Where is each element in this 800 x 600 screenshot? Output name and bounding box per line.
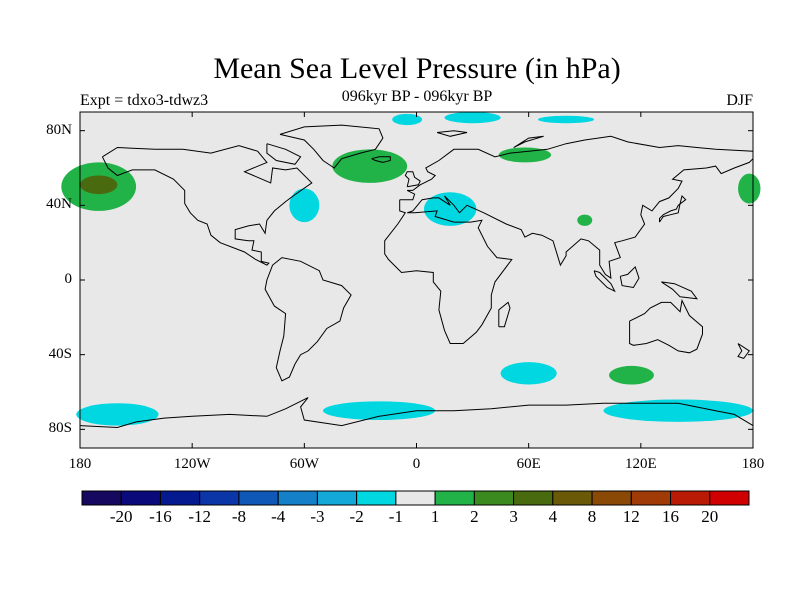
colorbar-box bbox=[630, 490, 672, 506]
colorbar-label: 3 bbox=[509, 507, 518, 526]
colorbar-box bbox=[434, 490, 475, 506]
colorbar-label: 2 bbox=[470, 507, 479, 526]
experiment-label: Expt = tdxo3-tdwz3 bbox=[80, 92, 209, 109]
colorbar-box bbox=[159, 490, 201, 506]
north-atlantic-positive-anomaly bbox=[332, 149, 408, 183]
x-tick-label: 180 bbox=[68, 456, 92, 472]
australia-coast bbox=[629, 298, 703, 354]
colorbar-box bbox=[81, 490, 122, 506]
colorbar-box bbox=[591, 490, 632, 506]
southern-ocean-negative-anomaly-1 bbox=[76, 403, 159, 426]
colorbar-box bbox=[316, 490, 358, 506]
colorbar-label: -1 bbox=[388, 507, 403, 526]
colorbar-box bbox=[513, 490, 554, 506]
x-tick-label: 60W bbox=[289, 456, 319, 472]
x-tick-label: 120E bbox=[624, 456, 657, 472]
madagascar-coast bbox=[498, 301, 511, 328]
new-zealand-coast bbox=[737, 343, 751, 359]
colorbar-box bbox=[395, 490, 436, 506]
northwest-atlantic-negative-anomaly bbox=[289, 188, 320, 223]
southern-ocean-negative-anomaly-3 bbox=[603, 399, 753, 422]
south-atlantic-negative-anomaly bbox=[500, 362, 557, 385]
x-tick-label: 0 bbox=[412, 456, 421, 472]
colorbar-label: 8 bbox=[587, 507, 597, 526]
colorbar-box bbox=[709, 490, 750, 506]
arctic-negative-anomaly-2 bbox=[444, 112, 501, 124]
central-asia-positive-anomaly bbox=[577, 214, 593, 226]
antarctica-coast bbox=[79, 397, 754, 429]
north-pacific-core-anomaly bbox=[80, 175, 118, 195]
north-america-coast bbox=[101, 145, 313, 266]
new-guinea-coast bbox=[661, 281, 698, 300]
borneo-coast bbox=[619, 265, 640, 289]
colorbar-label: -3 bbox=[310, 507, 325, 526]
y-tick-label: 40S bbox=[48, 345, 72, 362]
colorbar-box bbox=[356, 490, 397, 506]
y-tick-label: 80N bbox=[46, 121, 72, 138]
eurasia-africa-coast bbox=[384, 135, 754, 344]
southern-ocean-negative-anomaly-2 bbox=[323, 401, 436, 420]
japan-coast bbox=[659, 195, 687, 223]
anomaly-layer bbox=[61, 112, 761, 426]
colorbar-label: 1 bbox=[430, 507, 440, 526]
y-tick-label: 80S bbox=[48, 420, 72, 437]
map-title: Mean Sea Level Pressure (in hPa) bbox=[213, 52, 621, 85]
coastline-layer bbox=[79, 124, 754, 429]
sumatra-coast bbox=[593, 270, 616, 293]
colorbar-label: -8 bbox=[231, 507, 247, 526]
arctic-negative-anomaly-3 bbox=[538, 115, 595, 124]
colorbar-label: -20 bbox=[109, 507, 133, 526]
colorbar-label: -12 bbox=[188, 507, 212, 526]
dateline-positive-anomaly bbox=[738, 173, 761, 204]
y-tick-label: 0 bbox=[64, 271, 73, 287]
y-tick-label: 40N bbox=[46, 196, 72, 213]
map-background bbox=[80, 112, 753, 448]
colorbar-label: 12 bbox=[622, 507, 640, 526]
colorbar-box bbox=[670, 490, 711, 506]
colorbar bbox=[81, 490, 750, 506]
colorbar-box bbox=[238, 490, 279, 506]
colorbar-label: -4 bbox=[271, 507, 286, 526]
greenland-coast bbox=[279, 124, 384, 169]
britain-coast bbox=[404, 171, 421, 188]
colorbar-box bbox=[552, 490, 593, 506]
axis-ticks bbox=[79, 112, 754, 448]
colorbar-label: 4 bbox=[548, 507, 558, 526]
south-indian-positive-anomaly bbox=[609, 365, 654, 385]
colorbar-label: 20 bbox=[701, 507, 719, 526]
south-america-coast bbox=[264, 257, 352, 382]
barents-positive-anomaly bbox=[498, 147, 552, 163]
colorbar-box bbox=[199, 490, 240, 506]
colorbar-box bbox=[277, 490, 318, 506]
colorbar-label: 16 bbox=[662, 507, 680, 526]
x-tick-label: 180 bbox=[741, 456, 765, 472]
iceland-coast bbox=[371, 156, 391, 163]
x-tick-label: 60E bbox=[516, 456, 541, 472]
colorbar-label: -16 bbox=[149, 507, 172, 526]
period-label: 096kyr BP - 096kyr BP bbox=[341, 88, 493, 105]
season-label: DJF bbox=[726, 92, 753, 109]
novaya-zemlya-coast bbox=[513, 135, 544, 148]
colorbar-box bbox=[120, 490, 161, 506]
baffin-coast bbox=[266, 143, 302, 165]
colorbar-box bbox=[473, 490, 515, 506]
arctic-negative-anomaly-1 bbox=[392, 113, 423, 126]
svalbard-coast bbox=[436, 130, 468, 137]
colorbar-label: -2 bbox=[349, 507, 364, 526]
x-tick-label: 120W bbox=[173, 456, 211, 472]
